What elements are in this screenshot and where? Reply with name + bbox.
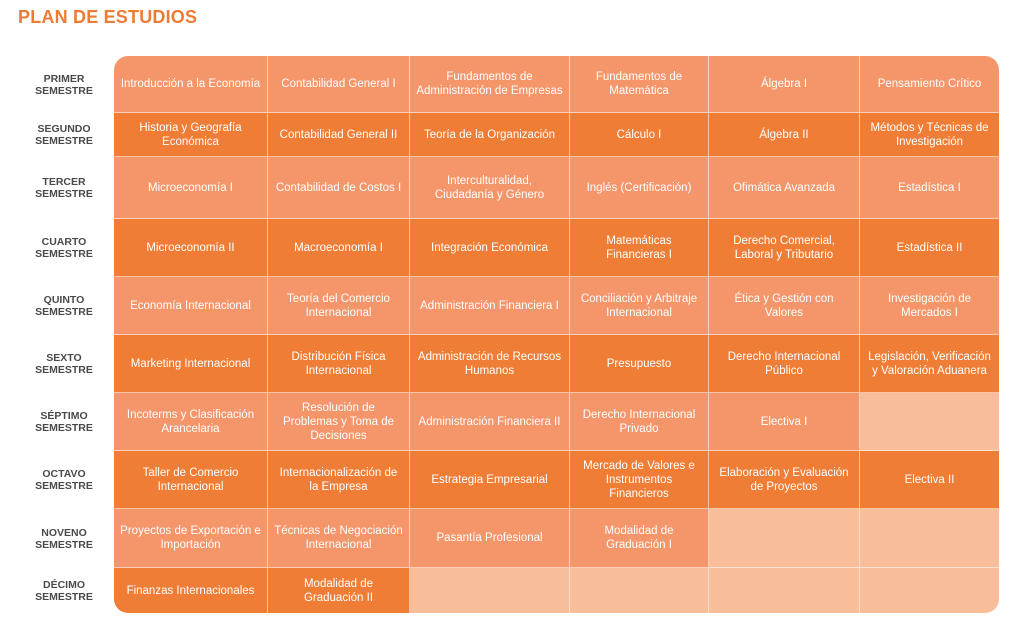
course-cell: Electiva II bbox=[860, 451, 999, 509]
semester-label: OCTAVO SEMESTRE bbox=[22, 451, 106, 509]
course-cell: Fundamentos de Administración de Empresa… bbox=[410, 56, 570, 113]
semester-label-name: OCTAVO bbox=[42, 468, 86, 480]
course-cell: Álgebra II bbox=[709, 113, 860, 157]
empty-cell bbox=[709, 568, 860, 613]
semester-label-name: QUINTO bbox=[43, 294, 85, 306]
course-cell: Electiva I bbox=[709, 393, 860, 451]
course-cell: Presupuesto bbox=[570, 335, 709, 393]
course-cell: Elaboración y Evaluación de Proyectos bbox=[709, 451, 860, 509]
course-cell: Microeconomía II bbox=[114, 219, 268, 277]
course-cell: Teoría del Comercio Internacional bbox=[268, 277, 410, 335]
course-cell: Marketing Internacional bbox=[114, 335, 268, 393]
empty-cell bbox=[860, 393, 999, 451]
semester-label-name: SÉPTIMO bbox=[40, 410, 88, 422]
course-cell: Modalidad de Graduación II bbox=[268, 568, 410, 613]
semester-label-word: SEMESTRE bbox=[35, 590, 93, 603]
semester-label-word: SEMESTRE bbox=[35, 188, 93, 200]
course-cell: Finanzas Internacionales bbox=[114, 568, 268, 613]
course-cell: Contabilidad de Costos I bbox=[268, 157, 410, 219]
course-cell: Modalidad de Graduación I bbox=[570, 509, 709, 568]
course-cell: Microeconomía I bbox=[114, 157, 268, 219]
course-cell: Derecho Internacional Privado bbox=[570, 393, 709, 451]
semester-label-word: SEMESTRE bbox=[35, 480, 93, 492]
course-cell: Fundamentos de Matemática bbox=[570, 56, 709, 113]
course-cell: Derecho Internacional Público bbox=[709, 335, 860, 393]
course-cell: Resolución de Problemas y Toma de Decisi… bbox=[268, 393, 410, 451]
semester-label: DÉCIMO SEMESTRE bbox=[22, 568, 106, 613]
course-cell: Inglés (Certificación) bbox=[570, 157, 709, 219]
course-cell: Proyectos de Exportación e Importación bbox=[114, 509, 268, 568]
empty-cell bbox=[570, 568, 709, 613]
course-cell: Incoterms y Clasificación Arancelaria bbox=[114, 393, 268, 451]
semester-label: SEGUNDO SEMESTRE bbox=[22, 113, 106, 157]
semester-label: NOVENO SEMESTRE bbox=[22, 509, 106, 568]
semester-label-name: DÉCIMO bbox=[43, 578, 85, 591]
semester-label-word: SEMESTRE bbox=[35, 248, 93, 260]
empty-cell bbox=[410, 568, 570, 613]
empty-cell bbox=[860, 509, 999, 568]
semester-label-word: SEMESTRE bbox=[35, 538, 93, 551]
course-cell: Internacionalización de la Empresa bbox=[268, 451, 410, 509]
course-cell: Contabilidad General II bbox=[268, 113, 410, 157]
course-cell: Estadística II bbox=[860, 219, 999, 277]
curriculum-grid: Introducción a la Economía Contabilidad G… bbox=[114, 56, 999, 613]
semester-label-word: SEMESTRE bbox=[35, 422, 93, 434]
course-cell: Álgebra I bbox=[709, 56, 860, 113]
course-cell: Técnicas de Negociación Internacional bbox=[268, 509, 410, 568]
course-cell: Estrategia Empresarial bbox=[410, 451, 570, 509]
course-cell: Interculturalidad, Ciudadanía y Género bbox=[410, 157, 570, 219]
course-cell: Economía Internacional bbox=[114, 277, 268, 335]
course-cell: Ética y Gestión con Valores bbox=[709, 277, 860, 335]
semester-label-name: NOVENO bbox=[41, 526, 87, 539]
course-cell: Investigación de Mercados I bbox=[860, 277, 999, 335]
semester-label-name: TERCER bbox=[42, 176, 86, 188]
semester-label-word: SEMESTRE bbox=[35, 84, 93, 97]
course-cell: Cálculo I bbox=[570, 113, 709, 157]
semester-label: CUARTO SEMESTRE bbox=[22, 219, 106, 277]
semester-label: PRIMER SEMESTRE bbox=[22, 56, 106, 113]
course-cell: Conciliación y Arbitraje Internacional bbox=[570, 277, 709, 335]
course-cell: Integración Económica bbox=[410, 219, 570, 277]
course-cell: Taller de Comercio Internacional bbox=[114, 451, 268, 509]
semester-label-word: SEMESTRE bbox=[35, 364, 93, 376]
semester-label-name: CUARTO bbox=[41, 236, 87, 248]
course-cell: Pasantía Profesional bbox=[410, 509, 570, 568]
semester-label-name: PRIMER bbox=[43, 72, 85, 85]
semester-label: TERCER SEMESTRE bbox=[22, 157, 106, 219]
semester-label-name: SEGUNDO bbox=[37, 123, 91, 135]
semester-label: SÉPTIMO SEMESTRE bbox=[22, 393, 106, 451]
semester-label-name: SEXTO bbox=[46, 352, 82, 364]
course-cell: Administración Financiera I bbox=[410, 277, 570, 335]
empty-cell bbox=[860, 568, 999, 613]
course-cell: Introducción a la Economía bbox=[114, 56, 268, 113]
course-cell: Métodos y Técnicas de Investigación bbox=[860, 113, 999, 157]
course-cell: Distribución Física Internacional bbox=[268, 335, 410, 393]
semester-label-word: SEMESTRE bbox=[35, 306, 93, 318]
course-cell: Pensamiento Crítico bbox=[860, 56, 999, 113]
semester-label-word: SEMESTRE bbox=[35, 135, 93, 147]
course-cell: Macroeconomía I bbox=[268, 219, 410, 277]
page-title: PLAN DE ESTUDIOS bbox=[18, 7, 198, 27]
course-cell: Derecho Comercial, Laboral y Tributario bbox=[709, 219, 860, 277]
course-cell: Historia y Geografía Económica bbox=[114, 113, 268, 157]
course-cell: Administración de Recursos Humanos bbox=[410, 335, 570, 393]
course-cell: Ofimática Avanzada bbox=[709, 157, 860, 219]
semester-label: QUINTO SEMESTRE bbox=[22, 277, 106, 335]
course-cell: Estadística I bbox=[860, 157, 999, 219]
semester-label: SEXTO SEMESTRE bbox=[22, 335, 106, 393]
course-cell: Administración Financiera II bbox=[410, 393, 570, 451]
course-cell: Mercado de Valores e Instrumentos Financ… bbox=[570, 451, 709, 509]
empty-cell bbox=[709, 509, 860, 568]
course-cell: Contabilidad General I bbox=[268, 56, 410, 113]
course-cell: Legislación, Verificación y Valoración A… bbox=[860, 335, 999, 393]
course-cell: Matemáticas Financieras I bbox=[570, 219, 709, 277]
course-cell: Teoría de la Organización bbox=[410, 113, 570, 157]
